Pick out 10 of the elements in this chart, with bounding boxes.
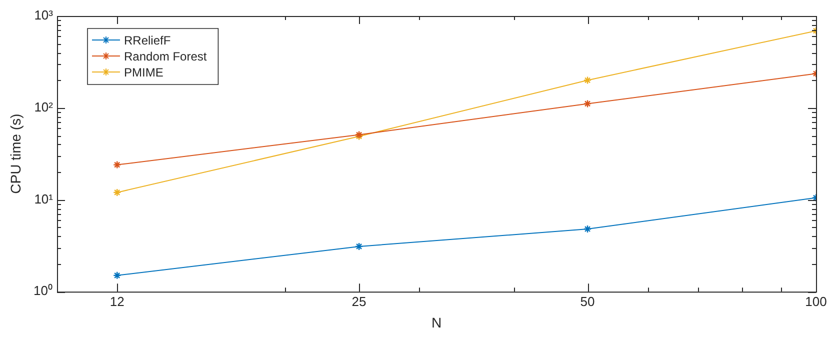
y-tick-label: 10⁰ xyxy=(34,283,53,298)
y-tick-label: 10² xyxy=(34,99,54,114)
y-tick-label: 10³ xyxy=(34,8,54,23)
x-tick-label: 12 xyxy=(110,294,124,309)
x-axis-title: N xyxy=(431,314,442,330)
y-tick-label: 10¹ xyxy=(34,191,54,206)
y-axis-title: CPU time (s) xyxy=(7,114,24,194)
x-tick-label: 25 xyxy=(352,294,366,309)
x-tick-label: 50 xyxy=(580,294,595,309)
x-tick-label: 100 xyxy=(805,294,827,309)
